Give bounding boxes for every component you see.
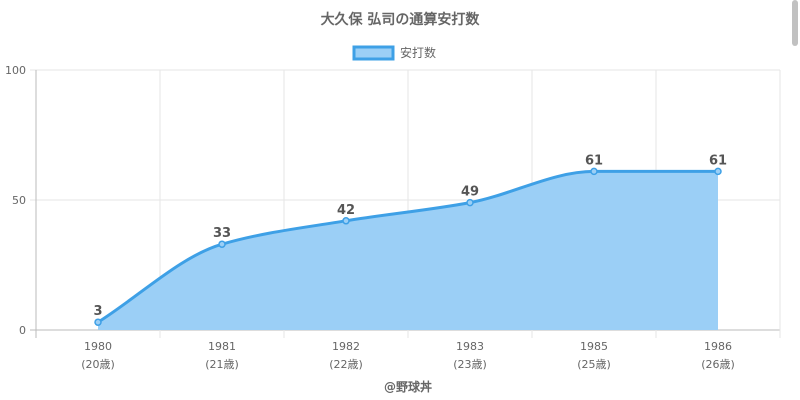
y-tick-label: 0	[19, 324, 26, 337]
data-point	[714, 167, 722, 176]
y-axis: 0 50 100	[5, 64, 26, 337]
data-point	[590, 167, 598, 176]
x-tick-label: 1981	[208, 340, 236, 353]
y-tick-label: 50	[12, 194, 26, 207]
data-point	[342, 217, 350, 225]
legend-label: 安打数	[400, 45, 436, 60]
y-tick-label: 100	[5, 64, 26, 77]
x-tick-label: 1982	[332, 340, 360, 353]
x-tick-label: 1986	[704, 340, 732, 353]
data-label: 3	[93, 304, 102, 319]
x-axis: 1980 (20歳) 1981 (21歳) 1982 (22歳) 1983 (23歳) 1985…	[81, 340, 735, 371]
data-point	[94, 318, 102, 326]
x-tick-label: 1985	[580, 340, 608, 353]
x-tick-age-label: (23歳)	[453, 358, 487, 371]
x-tick-age-label: (26歳)	[701, 358, 735, 371]
scrollbar[interactable]	[792, 0, 798, 46]
x-tick-age-label: (20歳)	[81, 358, 115, 371]
x-tick-label: 1980	[84, 340, 112, 353]
series-line	[97, 169, 718, 324]
area-fill	[98, 171, 718, 330]
series-area	[97, 169, 718, 330]
legend[interactable]: 安打数	[352, 45, 436, 61]
data-label: 61	[709, 153, 727, 168]
legend-swatch	[352, 45, 395, 61]
x-tick-age-label: (22歳)	[329, 358, 363, 371]
data-points	[94, 167, 722, 326]
data-point	[466, 198, 474, 207]
x-tick-label: 1983	[456, 340, 484, 353]
data-label: 33	[213, 226, 231, 241]
data-label: 61	[585, 153, 603, 168]
data-label: 42	[337, 203, 355, 218]
data-label: 49	[461, 185, 479, 200]
chart-title: 大久保 弘司の通算安打数	[321, 11, 481, 28]
x-tick-age-label: (21歳)	[205, 358, 239, 371]
credit-text: @野球丼	[384, 379, 432, 394]
data-point	[218, 240, 226, 248]
x-tick-age-label: (25歳)	[577, 358, 611, 371]
